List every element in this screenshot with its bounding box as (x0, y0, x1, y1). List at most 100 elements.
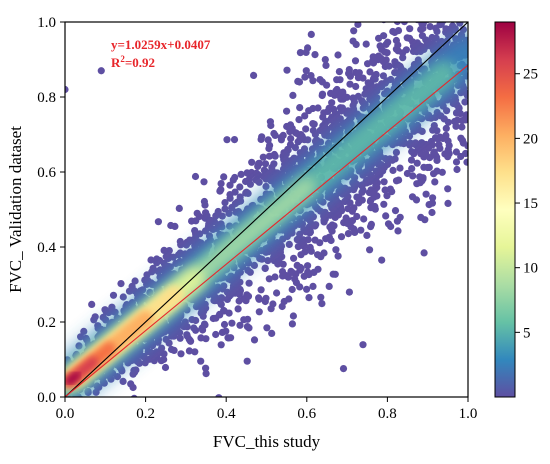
scatter-point (297, 251, 305, 259)
scatter-point (444, 11, 451, 18)
scatter-point (295, 78, 304, 86)
scatter-point (261, 264, 269, 272)
scatter-point (288, 268, 296, 276)
scatter-point (433, 134, 441, 142)
scatter-point (321, 56, 329, 64)
scatter-point (167, 345, 176, 354)
scatter-point (417, 213, 425, 221)
scatter-point (345, 288, 353, 296)
x-axis-label: FVC_this study (213, 432, 321, 451)
scatter-point (266, 118, 274, 126)
scatter-point (150, 357, 158, 365)
scatter-point (147, 348, 155, 356)
scatter-point (267, 305, 275, 313)
scatter-point (167, 221, 175, 230)
scatter-point (456, 22, 464, 27)
scatter-point (381, 186, 389, 194)
scatter-point (332, 196, 340, 204)
scatter-point (434, 11, 441, 18)
scatter-point (432, 43, 441, 51)
scatter-point (455, 11, 462, 18)
scatter-point (439, 12, 446, 19)
scatter-point (217, 186, 225, 194)
scatter-point (278, 302, 286, 311)
scatter-point (289, 312, 297, 320)
scatter-point (367, 164, 375, 172)
scatter-point (211, 297, 219, 305)
scatter-point (304, 236, 312, 244)
scatter-point (332, 246, 340, 254)
scatter-point (430, 148, 438, 156)
scatter-point (359, 104, 367, 112)
scatter-point (292, 279, 300, 287)
scatter-point (411, 139, 420, 147)
scatter-point (409, 172, 417, 180)
scatter-point (242, 189, 250, 197)
scatter-point (307, 30, 315, 38)
scatter-point (341, 93, 350, 101)
scatter-point (422, 150, 430, 158)
scatter-point (436, 144, 444, 152)
scatter-point (255, 178, 263, 186)
scatter-point (408, 148, 416, 156)
scatter-point (245, 279, 253, 287)
scatter-point (451, 11, 458, 18)
reference-line-1to1 (65, 22, 468, 397)
scatter-point (364, 176, 372, 184)
scatter-point (337, 233, 346, 241)
scatter-point (131, 277, 139, 285)
scatter-point (187, 337, 195, 345)
scatter-point (175, 204, 183, 212)
scatter-point (236, 193, 244, 201)
scatter-point (369, 53, 377, 61)
scatter-point (383, 77, 391, 85)
scatter-point (438, 37, 446, 46)
scatter-point (436, 11, 443, 18)
scatter-point (346, 199, 354, 207)
scatter-point (221, 205, 229, 213)
scatter-point (129, 370, 137, 378)
scatter-point (377, 54, 385, 63)
scatter-point (444, 185, 452, 193)
scatter-point (346, 72, 354, 80)
scatter-point (428, 199, 436, 207)
scatter-point (229, 176, 237, 184)
scatter-point (394, 41, 402, 49)
scatter-point (448, 11, 455, 18)
scatter-point (220, 306, 228, 315)
scatter-point (412, 11, 419, 18)
scatter-point (309, 282, 317, 290)
scatter-point (88, 300, 96, 308)
scatter-point (271, 152, 279, 160)
scatter-point (287, 229, 295, 237)
scatter-point (458, 123, 466, 131)
scatter-point (328, 227, 336, 235)
scatter-point (272, 241, 280, 249)
scatter-point (424, 14, 431, 21)
scatter-point (250, 71, 258, 79)
scatter-point (444, 137, 452, 145)
scatter-point (401, 12, 408, 19)
scatter-point (343, 219, 351, 228)
scatter-point (196, 230, 204, 238)
scatter-point (286, 121, 295, 129)
scatter-point (410, 47, 419, 55)
scatter-point (350, 27, 358, 35)
scatter-point (246, 180, 254, 188)
scatter-point (330, 206, 338, 214)
x-tick-label: 0.0 (56, 406, 75, 422)
scatter-point (165, 247, 173, 255)
scatter-point (394, 227, 402, 235)
scatter-point (321, 131, 329, 139)
scatter-point (227, 334, 235, 342)
scatter-point (170, 332, 178, 340)
scatter-point (329, 270, 337, 278)
colorbar-gradient (494, 21, 516, 398)
scatter-point (334, 252, 342, 260)
scatter-point (399, 54, 407, 62)
scatter-point (337, 107, 345, 115)
scatter-point (446, 30, 454, 38)
scatter-point (192, 217, 200, 225)
scatter-point (328, 99, 336, 107)
scatter-point (413, 11, 420, 18)
